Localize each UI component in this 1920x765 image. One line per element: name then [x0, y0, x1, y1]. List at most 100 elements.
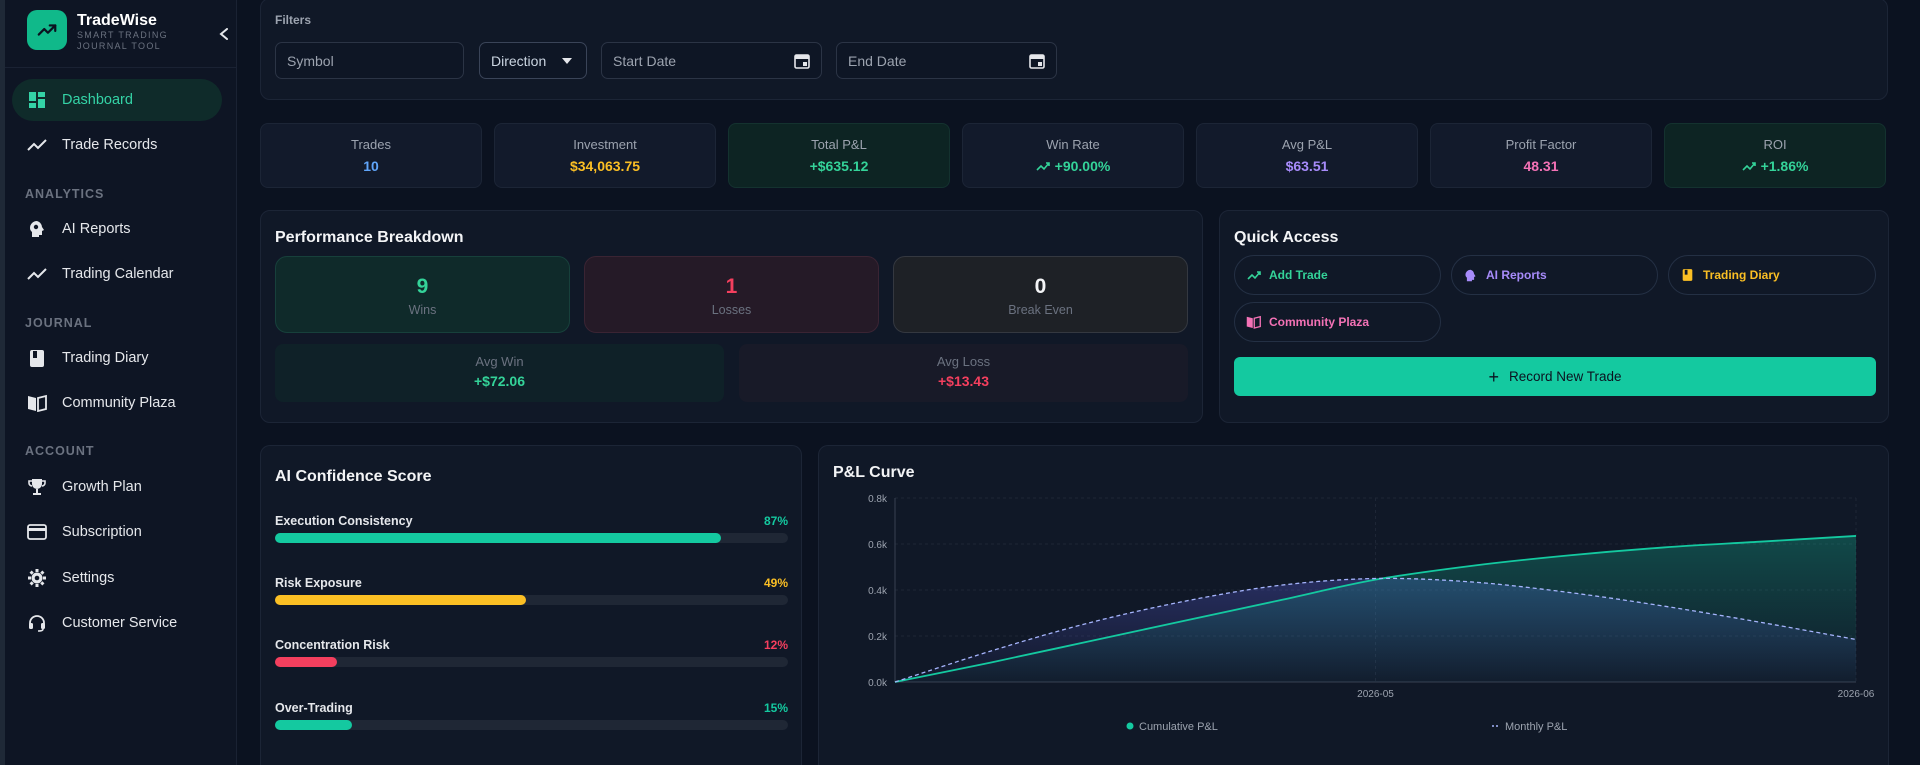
- confidence-fill: [275, 533, 722, 543]
- quick-access-title: Quick Access: [1234, 229, 1339, 246]
- stat-value: 48.31: [1431, 158, 1651, 174]
- sidebar: TradeWise SMART TRADING JOURNAL TOOL: [5, 0, 237, 765]
- avg-win-label: Avg Win: [475, 354, 524, 369]
- performance-title: Performance Breakdown: [275, 229, 464, 246]
- confidence-panel: AI Confidence Score Execution Consistenc…: [260, 445, 802, 765]
- stat-value: +1.86%: [1665, 158, 1885, 174]
- pnl-chart: 0.0k 0.2k 0.4k 0.6k 0.8k 2026-05 2026-06 Cumula…: [868, 494, 1875, 733]
- start-date-input[interactable]: Start Date: [601, 42, 822, 79]
- quick-add-trade-button[interactable]: Add Trade: [1234, 255, 1441, 295]
- y-tick-label: 0.2k: [868, 632, 888, 643]
- avg-loss-card: Avg Loss +$13.43: [739, 344, 1188, 402]
- stat-label: ROI: [1763, 137, 1787, 152]
- cumulative-pnl-line: [894, 535, 1857, 683]
- direction-label: Direction: [491, 52, 547, 69]
- stat-value-text: $34,063.75: [569, 158, 641, 174]
- sidebar-item-ai-reports[interactable]: AI Reports: [12, 208, 222, 250]
- avg-loss-value: +$13.43: [938, 373, 989, 389]
- wins-label: Wins: [408, 303, 437, 317]
- sidebar-item-trading-calendar[interactable]: Trading Calendar: [12, 253, 222, 295]
- confidence-percent: 87%: [763, 514, 788, 528]
- collapse-sidebar-button[interactable]: [217, 27, 231, 41]
- chart-title: P&L Curve: [833, 464, 915, 481]
- losses-card: 1 Losses: [584, 256, 879, 333]
- stat-label: Profit Factor: [1505, 137, 1577, 152]
- trend-up-icon: [1741, 162, 1756, 171]
- legend-label-monthly: Monthly P&L: [1505, 721, 1567, 733]
- record-new-trade-button[interactable]: + Record New Trade: [1234, 357, 1876, 396]
- headset-icon: [27, 613, 47, 633]
- trend-icon: [27, 264, 47, 284]
- confidence-fill: [275, 720, 352, 730]
- stat-value-text: +1.86%: [1760, 158, 1809, 174]
- plus-icon: +: [1488, 366, 1499, 387]
- sidebar-item-dashboard[interactable]: Dashboard: [12, 79, 222, 121]
- sidebar-item-trading-diary[interactable]: Trading Diary: [12, 337, 222, 379]
- dashboard-icon: [27, 90, 47, 110]
- sidebar-item-trade-records[interactable]: Trade Records: [12, 124, 222, 166]
- sidebar-item-customer-service[interactable]: Customer Service: [12, 602, 222, 644]
- section-journal: JOURNAL: [25, 316, 93, 330]
- ai-head-icon: [27, 219, 47, 239]
- direction-select[interactable]: Direction: [479, 42, 587, 79]
- stat-value-text: +$635.12: [809, 158, 869, 174]
- confidence-fill: [275, 657, 337, 667]
- sidebar-item-label: Community Plaza: [62, 395, 176, 411]
- quick-access-panel: Quick Access Add Trade AI Reports Tradin…: [1219, 210, 1889, 423]
- confidence-row: Execution Consistency 87%: [275, 514, 788, 554]
- quick-access-label: Community Plaza: [1269, 315, 1370, 329]
- avg-win-card: Avg Win +$72.06: [275, 344, 724, 402]
- symbol-input[interactable]: Symbol: [275, 42, 464, 79]
- y-tick-label: 0.0k: [868, 678, 888, 689]
- stat-win-rate: Win Rate +90.00%: [962, 123, 1184, 188]
- brand: TradeWise SMART TRADING JOURNAL TOOL: [27, 10, 228, 54]
- quick-access-label: Add Trade: [1269, 268, 1328, 282]
- legend-marker-cumulative: [1126, 722, 1134, 730]
- x-tick-label: 2026-06: [1838, 689, 1875, 700]
- brand-logo-icon: [27, 10, 67, 50]
- card-icon: [27, 522, 47, 542]
- record-new-trade-label: Record New Trade: [1508, 369, 1622, 384]
- open-book-icon: [1246, 315, 1261, 330]
- trend-icon: [27, 135, 47, 155]
- confidence-percent: 49%: [763, 576, 788, 590]
- confidence-fill: [275, 595, 527, 605]
- y-tick-label: 0.4k: [868, 586, 888, 597]
- chevron-left-icon: [219, 28, 228, 40]
- sidebar-item-growth-plan[interactable]: Growth Plan: [12, 466, 222, 508]
- ai-head-icon: [1463, 268, 1478, 283]
- filters-panel: Filters Symbol Direction Start Date End …: [260, 0, 1888, 100]
- trophy-icon: [27, 477, 47, 497]
- monthly-pnl-line: [894, 577, 1857, 683]
- avg-win-value: +$72.06: [474, 373, 525, 389]
- confidence-track: [275, 657, 788, 667]
- filters-title: Filters: [275, 13, 312, 27]
- calendar-icon[interactable]: [1028, 52, 1046, 70]
- sidebar-item-subscription[interactable]: Subscription: [12, 511, 222, 553]
- stat-value-text: 48.31: [1523, 158, 1559, 174]
- calendar-icon[interactable]: [793, 52, 811, 70]
- sidebar-item-settings[interactable]: Settings: [12, 557, 222, 599]
- sidebar-item-label: Customer Service: [62, 615, 178, 631]
- stat-value-text: 10: [363, 158, 379, 174]
- confidence-percent: 12%: [763, 638, 788, 652]
- series-area: [895, 535, 1856, 682]
- confidence-label: Execution Consistency: [275, 514, 413, 528]
- x-tick-label: 2026-05: [1357, 689, 1394, 700]
- confidence-track: [275, 533, 788, 543]
- brand-tagline: SMART TRADING JOURNAL TOOL: [77, 30, 168, 51]
- sidebar-item-community-plaza[interactable]: Community Plaza: [12, 382, 222, 424]
- quick-ai-reports-button[interactable]: AI Reports: [1451, 255, 1658, 295]
- sidebar-item-label: AI Reports: [62, 221, 131, 237]
- quick-trading-diary-button[interactable]: Trading Diary: [1668, 255, 1876, 295]
- brand-name: TradeWise: [77, 12, 157, 29]
- quick-community-plaza-button[interactable]: Community Plaza: [1234, 302, 1441, 342]
- caret-down-icon: [558, 52, 576, 70]
- confidence-row: Concentration Risk 12%: [275, 638, 788, 678]
- stat-label: Win Rate: [1046, 137, 1100, 152]
- losses-label: Losses: [711, 303, 752, 317]
- end-date-input[interactable]: End Date: [836, 42, 1057, 79]
- wins-count: 9: [416, 275, 429, 298]
- stat-value: $63.51: [1197, 158, 1417, 174]
